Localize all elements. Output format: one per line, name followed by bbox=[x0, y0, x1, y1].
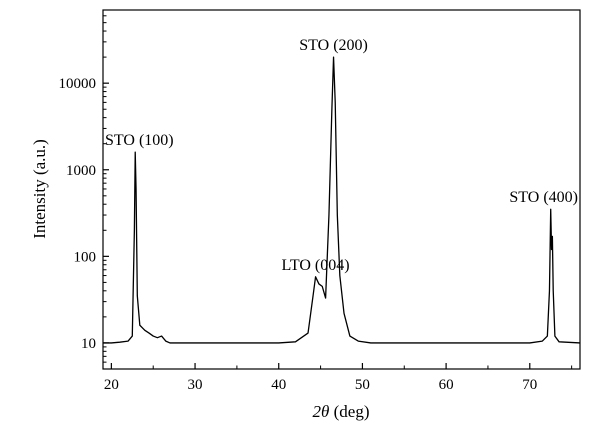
x-axis-title: 2θ (deg) bbox=[313, 402, 370, 421]
y-axis-title: Intensity (a.u.) bbox=[30, 139, 49, 239]
x-tick-label: 60 bbox=[439, 377, 454, 393]
x-axis-unit: (deg) bbox=[334, 402, 370, 421]
peak-label: STO (200) bbox=[299, 37, 368, 54]
x-tick-label: 70 bbox=[522, 377, 537, 393]
y-tick-label: 10 bbox=[81, 336, 96, 352]
peak-label: STO (400) bbox=[509, 189, 578, 206]
x-tick-label: 30 bbox=[188, 377, 203, 393]
x-tick-label: 20 bbox=[104, 377, 119, 393]
y-tick-label: 1000 bbox=[66, 163, 96, 179]
plot-frame bbox=[102, 9, 581, 370]
axis-tick-labels: 20 30 40 50 60 70 10 100 1000 10000 bbox=[59, 76, 538, 393]
x-tick-label: 50 bbox=[355, 377, 370, 393]
peak-annotations: STO (100) STO (200) LTO (004) STO (400) bbox=[105, 37, 578, 274]
y-tick-label: 10000 bbox=[59, 76, 97, 92]
peak-label: LTO (004) bbox=[282, 257, 350, 274]
x-axis-symbol: 2θ bbox=[313, 402, 330, 421]
series-line bbox=[103, 56, 581, 344]
y-tick-label: 100 bbox=[74, 249, 97, 265]
x-tick-label: 40 bbox=[271, 377, 286, 393]
peak-label: STO (100) bbox=[105, 132, 174, 149]
